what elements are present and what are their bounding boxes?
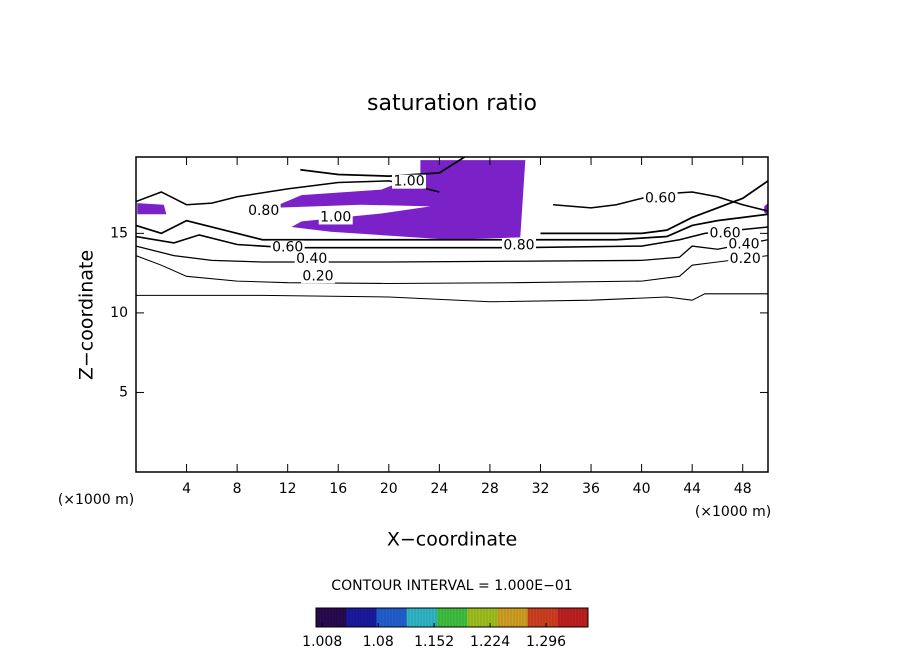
y-axis-label: Z−coordinate bbox=[76, 250, 98, 380]
contour-label: 0.60 bbox=[709, 225, 740, 241]
contour-label: 1.00 bbox=[393, 174, 424, 190]
contour-label-bg bbox=[643, 191, 678, 206]
contour-label-bg bbox=[301, 269, 336, 284]
y-tick-label: 5 bbox=[119, 384, 128, 400]
colorbar-swatch bbox=[467, 608, 498, 627]
plot-frame bbox=[135, 156, 769, 473]
filled-region bbox=[271, 160, 526, 240]
x-tick-label: 32 bbox=[532, 481, 550, 497]
colorbar-swatch bbox=[527, 608, 559, 627]
filled-region bbox=[137, 203, 167, 215]
colorbar-swatch bbox=[316, 608, 347, 627]
contour-line bbox=[136, 293, 768, 303]
x-axis-label: X−coordinate bbox=[387, 529, 517, 551]
x-tick-label: 24 bbox=[430, 481, 448, 497]
x-tick-label: 4 bbox=[182, 481, 191, 497]
contour-label: 0.60 bbox=[645, 190, 676, 206]
x-tick-label: 16 bbox=[329, 481, 347, 497]
contour-label-bg bbox=[246, 204, 281, 219]
contour-label: 0.60 bbox=[272, 240, 303, 256]
colorbar-swatch bbox=[436, 608, 468, 627]
contour-label: 0.40 bbox=[728, 237, 759, 253]
y-tick-label: 10 bbox=[110, 305, 128, 321]
colorbar-frame bbox=[315, 607, 589, 628]
y-unit: (×1000 m) bbox=[58, 492, 134, 508]
x-tick-label: 12 bbox=[279, 481, 297, 497]
colorbar-tick-label: 1.152 bbox=[414, 634, 454, 650]
y-tick-label: 15 bbox=[110, 225, 128, 241]
contour-label-bg bbox=[294, 251, 329, 266]
contour-label-bg bbox=[270, 240, 305, 255]
plot-area: 1.000.80 1.000.600.800.600.400.200.600.40… bbox=[136, 157, 768, 303]
chart-title: saturation ratio bbox=[367, 91, 537, 116]
contour-label: 1.00 bbox=[320, 209, 351, 225]
colorbar-swatch bbox=[376, 608, 408, 627]
contour-label: 0.20 bbox=[302, 268, 333, 284]
contour-label-bg bbox=[728, 251, 763, 266]
contour-label-bg bbox=[708, 226, 743, 241]
colorbar-swatch bbox=[497, 608, 529, 627]
contour-interval: CONTOUR INTERVAL = 1.000E−01 bbox=[331, 578, 572, 594]
contour-line bbox=[136, 226, 768, 249]
contour-label: 0.80 bbox=[503, 237, 534, 253]
contour-line bbox=[540, 180, 768, 235]
colorbar-tick-label: 1.224 bbox=[470, 634, 510, 650]
contour-line bbox=[136, 255, 768, 284]
x-tick-label: 36 bbox=[582, 481, 600, 497]
contour-label-bg bbox=[392, 174, 427, 189]
x-tick-label: 40 bbox=[633, 481, 651, 497]
contour-label-bg bbox=[501, 238, 536, 253]
contour-label-bg bbox=[726, 237, 761, 252]
colorbar-tick-label: 1.08 bbox=[363, 634, 394, 650]
x-unit: (×1000 m) bbox=[695, 504, 771, 520]
contour-line bbox=[300, 157, 466, 177]
colorbar-swatch bbox=[346, 608, 377, 627]
colorbar-swatch bbox=[406, 608, 438, 627]
x-tick-label: 28 bbox=[481, 481, 499, 497]
colorbar-swatch bbox=[557, 608, 589, 627]
contour-line bbox=[136, 213, 768, 241]
contour-label-bg bbox=[318, 210, 353, 225]
colorbar-tick-label: 1.296 bbox=[526, 634, 566, 650]
x-tick-label: 44 bbox=[683, 481, 701, 497]
x-tick-label: 48 bbox=[734, 481, 752, 497]
x-tick-label: 20 bbox=[380, 481, 398, 497]
contour-label: 0.40 bbox=[296, 251, 327, 267]
contour-label: 0.80 bbox=[248, 203, 279, 219]
contour-line bbox=[136, 239, 768, 263]
contour-label: 0.20 bbox=[730, 251, 761, 267]
x-tick-label: 8 bbox=[233, 481, 242, 497]
colorbar-tick-label: 1.008 bbox=[302, 634, 342, 650]
